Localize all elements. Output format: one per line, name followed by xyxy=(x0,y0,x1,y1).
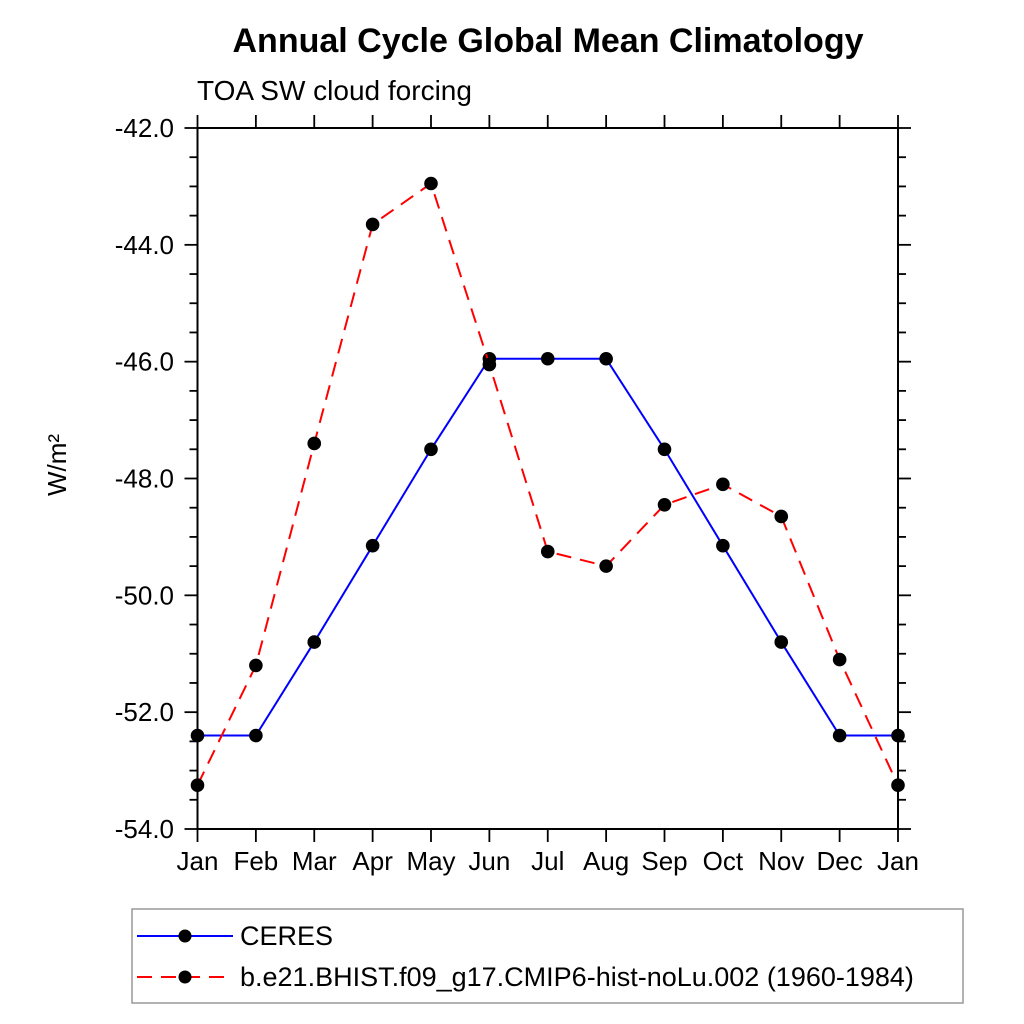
y-axis-label: W/m² xyxy=(42,434,72,496)
x-tick-label: May xyxy=(406,846,455,876)
x-tick-label: Jun xyxy=(468,846,510,876)
x-tick-label: Nov xyxy=(758,846,804,876)
y-tick-label: -44.0 xyxy=(115,230,174,260)
series-0 xyxy=(190,351,905,743)
y-tick-label: -50.0 xyxy=(115,580,174,610)
y-tick-label: -48.0 xyxy=(115,464,174,494)
x-tick-label: Feb xyxy=(233,846,278,876)
x-tick-label: Apr xyxy=(352,846,393,876)
data-point xyxy=(365,217,380,232)
data-point xyxy=(190,778,205,792)
data-point xyxy=(249,728,263,743)
data-point xyxy=(891,728,905,743)
x-tick-label: Jul xyxy=(531,846,564,876)
data-point xyxy=(599,351,613,366)
legend-item-0: CERES xyxy=(137,921,333,951)
legend-label: CERES xyxy=(240,921,333,951)
x-tick-label: Dec xyxy=(817,846,863,876)
data-series xyxy=(190,176,905,792)
data-point xyxy=(716,477,730,492)
data-point xyxy=(249,658,263,673)
y-tick-label: -52.0 xyxy=(115,697,174,727)
data-point xyxy=(424,176,438,191)
series-1 xyxy=(190,176,905,792)
y-tick-label: -42.0 xyxy=(115,113,174,143)
data-point xyxy=(540,544,555,559)
x-tick-label: Mar xyxy=(292,846,337,876)
data-point xyxy=(774,509,789,524)
y-tick-label: -54.0 xyxy=(115,814,174,844)
legend-label: b.e21.BHIST.f09_g17.CMIP6-hist-noLu.002 … xyxy=(240,962,914,992)
data-point xyxy=(540,351,555,366)
legend-marker-icon xyxy=(178,970,192,984)
series-line-1 xyxy=(196,181,899,786)
chart-subtitle: TOA SW cloud forcing xyxy=(197,75,472,106)
x-tick-label: Aug xyxy=(583,846,629,876)
x-tick-label: Jan xyxy=(177,846,219,876)
legend-box xyxy=(131,908,964,1004)
data-point xyxy=(657,497,672,512)
data-point xyxy=(365,538,380,553)
data-point xyxy=(774,635,789,649)
x-tick-label: Sep xyxy=(641,846,687,876)
data-point xyxy=(599,559,613,573)
data-point xyxy=(832,728,847,743)
x-tick-label: Oct xyxy=(703,846,744,876)
data-point xyxy=(716,538,730,553)
data-point xyxy=(424,442,438,457)
x-tick-label: Jan xyxy=(877,846,919,876)
data-point xyxy=(307,635,322,649)
legend-marker-icon xyxy=(178,929,192,943)
plot-frame xyxy=(196,127,899,830)
data-point xyxy=(657,442,672,457)
legend: CERES b.e21.BHIST.f09_g17.CMIP6-hist-noLu… xyxy=(131,908,964,1004)
legend-item-1: b.e21.BHIST.f09_g17.CMIP6-hist-noLu.002 … xyxy=(137,962,914,992)
y-tick-label: -46.0 xyxy=(115,347,174,377)
data-point xyxy=(832,652,847,667)
data-point xyxy=(891,778,905,792)
data-point xyxy=(482,357,497,372)
chart-title: Annual Cycle Global Mean Climatology xyxy=(233,22,864,60)
data-point xyxy=(307,436,322,451)
data-point xyxy=(190,728,205,743)
